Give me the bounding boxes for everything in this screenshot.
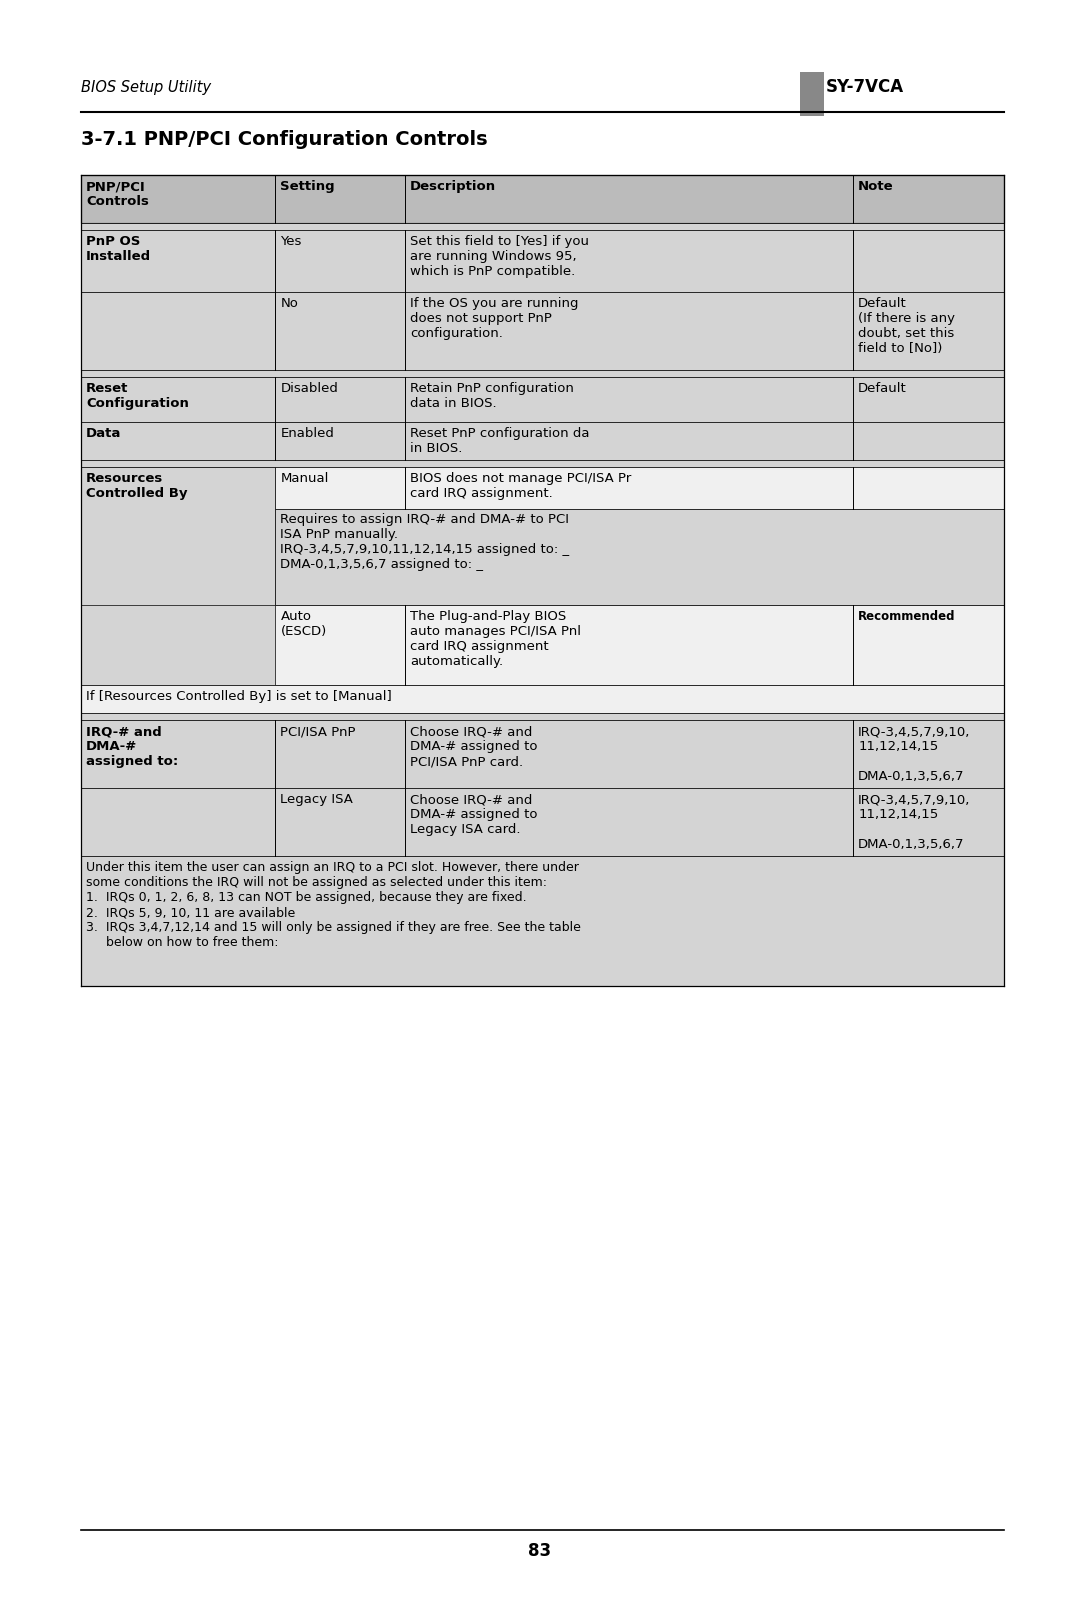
Text: Legacy ISA: Legacy ISA	[281, 793, 353, 806]
Text: Disabled: Disabled	[281, 382, 338, 395]
Text: Requires to assign IRQ-# and DMA-# to PCI
ISA PnP manually.
IRQ-3,4,5,7,9,10,11,: Requires to assign IRQ-# and DMA-# to PC…	[281, 513, 569, 571]
Bar	[81, 714, 1004, 720]
Bar	[275, 468, 1004, 510]
Bar	[81, 175, 1004, 223]
Text: Data: Data	[86, 427, 121, 440]
Text: If [Resources Controlled By] is set to [Manual]: If [Resources Controlled By] is set to […	[86, 689, 392, 702]
Text: Setting: Setting	[281, 180, 335, 193]
Text: Manual: Manual	[281, 472, 328, 485]
Text: 3-7.1 PNP/PCI Configuration Controls: 3-7.1 PNP/PCI Configuration Controls	[81, 129, 488, 149]
Bar	[81, 377, 1004, 422]
Text: Retain PnP configuration
data in BIOS.: Retain PnP configuration data in BIOS.	[410, 382, 573, 409]
Text: IRQ-# and
DMA-#
assigned to:: IRQ-# and DMA-# assigned to:	[86, 725, 178, 769]
Bar	[81, 291, 1004, 371]
Text: PCI/ISA PnP: PCI/ISA PnP	[281, 725, 356, 738]
Bar	[81, 371, 1004, 377]
Text: Default: Default	[859, 382, 907, 395]
Text: 83: 83	[528, 1542, 552, 1560]
Bar	[81, 230, 1004, 291]
Text: Recommended: Recommended	[859, 610, 956, 623]
Bar	[81, 684, 1004, 714]
Text: Choose IRQ-# and
DMA-# assigned to
Legacy ISA card.: Choose IRQ-# and DMA-# assigned to Legac…	[410, 793, 538, 837]
Text: SY-7VCA: SY-7VCA	[826, 78, 904, 95]
Text: IRQ-3,4,5,7,9,10,
11,12,14,15

DMA-0,1,3,5,6,7: IRQ-3,4,5,7,9,10, 11,12,14,15 DMA-0,1,3,…	[859, 725, 971, 783]
Text: Reset
Configuration: Reset Configuration	[86, 382, 189, 409]
Text: BIOS Setup Utility: BIOS Setup Utility	[81, 79, 211, 95]
Text: PnP OS
Installed: PnP OS Installed	[86, 235, 151, 264]
Text: Reset PnP configuration da
in BIOS.: Reset PnP configuration da in BIOS.	[410, 427, 590, 455]
Bar	[81, 468, 275, 613]
Text: Enabled: Enabled	[281, 427, 335, 440]
Text: Default
(If there is any
doubt, set this
field to [No]): Default (If there is any doubt, set this…	[859, 298, 955, 354]
Bar	[81, 422, 1004, 460]
Text: Note: Note	[859, 180, 894, 193]
Bar	[81, 720, 1004, 788]
Bar	[81, 223, 1004, 230]
Bar	[81, 460, 1004, 468]
Bar	[275, 510, 1004, 605]
Text: If the OS you are running
does not support PnP
configuration.: If the OS you are running does not suppo…	[410, 298, 579, 340]
Text: PNP/PCI
Controls: PNP/PCI Controls	[86, 180, 149, 209]
Text: The Plug-and-Play BIOS
auto manages PCI/ISA Pnl
card IRQ assignment
automaticall: The Plug-and-Play BIOS auto manages PCI/…	[410, 610, 581, 668]
Text: Description: Description	[410, 180, 496, 193]
Bar	[81, 856, 1004, 985]
Bar	[81, 788, 1004, 856]
Text: Choose IRQ-# and
DMA-# assigned to
PCI/ISA PnP card.: Choose IRQ-# and DMA-# assigned to PCI/I…	[410, 725, 538, 769]
Text: Under this item the user can assign an IRQ to a PCI slot. However, there under
s: Under this item the user can assign an I…	[86, 861, 581, 950]
Text: No: No	[281, 298, 298, 311]
Bar	[800, 71, 824, 116]
Bar	[81, 605, 1004, 684]
Bar	[275, 605, 1004, 684]
Text: Auto
(ESCD): Auto (ESCD)	[281, 610, 326, 637]
Text: Yes: Yes	[281, 235, 301, 248]
Text: IRQ-3,4,5,7,9,10,
11,12,14,15

DMA-0,1,3,5,6,7: IRQ-3,4,5,7,9,10, 11,12,14,15 DMA-0,1,3,…	[859, 793, 971, 851]
Text: Set this field to [Yes] if you
are running Windows 95,
which is PnP compatible.: Set this field to [Yes] if you are runni…	[410, 235, 589, 278]
Text: Resources
Controlled By: Resources Controlled By	[86, 472, 188, 500]
Text: BIOS does not manage PCI/ISA Pr
card IRQ assignment.: BIOS does not manage PCI/ISA Pr card IRQ…	[410, 472, 631, 500]
